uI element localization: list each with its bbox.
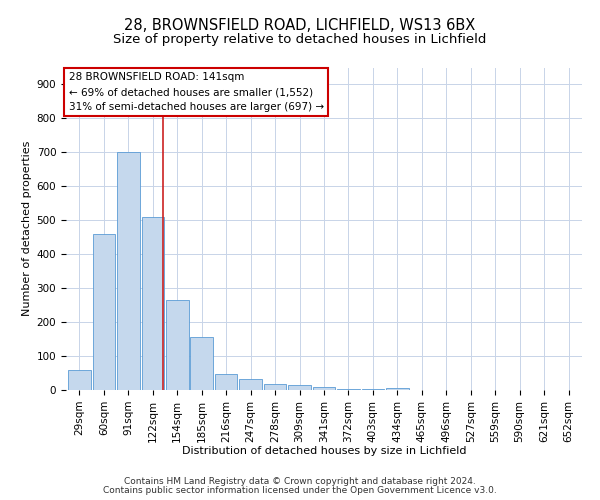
Text: Contains public sector information licensed under the Open Government Licence v3: Contains public sector information licen… bbox=[103, 486, 497, 495]
Bar bbox=[337, 389, 360, 390]
Text: Size of property relative to detached houses in Lichfield: Size of property relative to detached ho… bbox=[113, 32, 487, 46]
Bar bbox=[190, 338, 213, 390]
Bar bbox=[362, 389, 384, 390]
X-axis label: Distribution of detached houses by size in Lichfield: Distribution of detached houses by size … bbox=[182, 446, 466, 456]
Text: Contains HM Land Registry data © Crown copyright and database right 2024.: Contains HM Land Registry data © Crown c… bbox=[124, 477, 476, 486]
Bar bbox=[92, 234, 115, 390]
Y-axis label: Number of detached properties: Number of detached properties bbox=[22, 141, 32, 316]
Bar bbox=[117, 152, 140, 390]
Bar bbox=[215, 374, 238, 390]
Bar bbox=[264, 384, 286, 390]
Bar bbox=[166, 300, 188, 390]
Bar bbox=[288, 385, 311, 390]
Bar bbox=[142, 217, 164, 390]
Text: 28, BROWNSFIELD ROAD, LICHFIELD, WS13 6BX: 28, BROWNSFIELD ROAD, LICHFIELD, WS13 6B… bbox=[124, 18, 476, 32]
Bar bbox=[313, 388, 335, 390]
Bar bbox=[239, 379, 262, 390]
Text: 28 BROWNSFIELD ROAD: 141sqm
← 69% of detached houses are smaller (1,552)
31% of : 28 BROWNSFIELD ROAD: 141sqm ← 69% of det… bbox=[68, 72, 324, 112]
Bar bbox=[68, 370, 91, 390]
Bar bbox=[386, 388, 409, 390]
